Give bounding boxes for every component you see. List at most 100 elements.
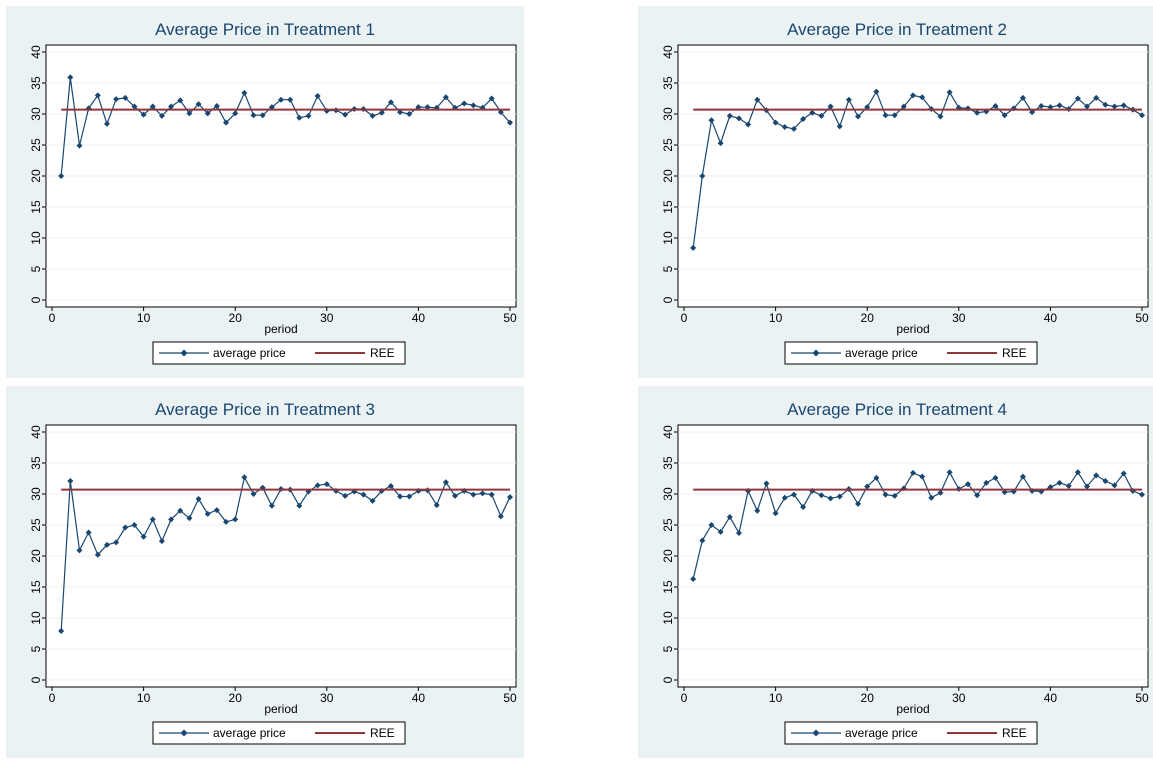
average-price-point: [919, 94, 926, 101]
average-price-point: [287, 96, 294, 103]
average-price-point: [937, 489, 944, 496]
average-price-point: [699, 173, 706, 179]
x-tick-label: 40: [1044, 691, 1058, 705]
average-price-point: [974, 109, 981, 116]
chart-title: Average Price in Treatment 4: [787, 400, 1007, 419]
average-price-point: [76, 142, 83, 149]
average-price-point: [1019, 94, 1026, 101]
average-price-point: [488, 95, 495, 102]
average-price-point: [177, 507, 184, 514]
y-tick-label: 20: [661, 169, 675, 183]
y-tick-label: 5: [661, 265, 675, 272]
average-price-point: [1111, 103, 1118, 110]
x-tick-label: 10: [769, 311, 783, 325]
average-price-point: [827, 103, 834, 110]
y-tick-label: 25: [661, 518, 675, 532]
average-price-point: [195, 495, 202, 502]
legend-ree-label: REE: [370, 726, 395, 740]
average-price-point: [1084, 103, 1091, 110]
y-tick-label: 15: [661, 580, 675, 594]
average-price-point: [369, 112, 376, 119]
average-price-point: [149, 103, 156, 110]
average-price-point: [1074, 469, 1081, 476]
average-price-point: [122, 94, 129, 101]
average-price-point: [397, 493, 404, 500]
y-tick-label: 10: [661, 231, 675, 245]
legend-average-price-marker: [812, 729, 820, 737]
average-price-point: [442, 479, 449, 486]
average-price-point: [67, 477, 74, 484]
average-price-point: [983, 479, 990, 486]
x-axis-title: period: [896, 702, 929, 716]
average-price-point: [323, 481, 330, 488]
y-tick-label: 0: [661, 296, 675, 303]
average-price-point: [818, 492, 825, 499]
average-price-point: [378, 487, 385, 494]
chart-svg: Average Price in Treatment 3 0 5 10 15 20 25 30…: [29, 400, 517, 745]
average-price-point: [131, 522, 138, 528]
average-price-point: [1010, 488, 1017, 495]
x-tick-label: 20: [861, 311, 875, 325]
average-price-point: [85, 529, 92, 536]
average-price-point: [1038, 102, 1045, 109]
average-price-point: [1120, 470, 1127, 477]
x-tick-label: 30: [952, 311, 966, 325]
average-price-point: [58, 628, 65, 635]
x-tick-label: 20: [861, 691, 875, 705]
average-price-point: [488, 491, 495, 498]
average-price-point: [168, 516, 175, 523]
average-price-point: [818, 112, 825, 119]
y-tick-label: 10: [29, 231, 43, 245]
average-price-point: [259, 112, 266, 119]
average-price-point: [964, 481, 971, 488]
average-price-point: [332, 487, 339, 494]
average-price-point: [845, 96, 852, 103]
average-price-point: [296, 114, 303, 121]
average-price-point: [1001, 112, 1008, 119]
average-price-point: [754, 507, 761, 514]
average-price-point: [900, 103, 907, 110]
average-price-point: [946, 469, 953, 476]
average-price-point: [470, 102, 477, 109]
x-tick-label: 30: [320, 691, 334, 705]
average-price-point: [1093, 94, 1100, 101]
average-price-point: [726, 513, 733, 520]
average-price-point: [461, 487, 468, 494]
y-tick-label: 35: [661, 456, 675, 470]
average-price-point: [378, 109, 385, 116]
average-price-point: [946, 89, 953, 96]
average-price-point: [910, 469, 916, 476]
average-price-point: [186, 110, 193, 117]
chart-panel-4: Average Price in Treatment 4 0 5 10 15 20 25 30…: [638, 386, 1153, 758]
average-price-point: [1065, 482, 1072, 489]
average-price-point: [1074, 95, 1081, 102]
average-price-point: [745, 121, 752, 128]
average-price-point: [781, 124, 788, 131]
average-price-point: [103, 120, 110, 127]
average-price-point: [406, 493, 413, 500]
average-price-point: [497, 513, 504, 520]
y-tick-label: 35: [29, 76, 43, 90]
average-price-point: [873, 474, 880, 481]
average-price-point: [158, 538, 165, 545]
average-price-point: [507, 494, 513, 501]
chart-svg: Average Price in Treatment 4 0 5 10 15 20 25 30…: [661, 400, 1149, 745]
average-price-point: [717, 528, 724, 535]
x-axis-title: period: [896, 322, 929, 336]
average-price-point: [470, 491, 477, 498]
average-price-point: [507, 119, 513, 126]
average-price-point: [790, 125, 797, 132]
average-price-point: [351, 488, 358, 495]
y-tick-label: 5: [661, 645, 675, 652]
y-tick-label: 40: [661, 425, 675, 439]
x-tick-label: 30: [320, 311, 334, 325]
x-tick-label: 30: [952, 691, 966, 705]
y-tick-label: 25: [29, 138, 43, 152]
average-price-point: [461, 100, 468, 107]
average-price-point: [268, 502, 275, 509]
chart-title: Average Price in Treatment 2: [787, 20, 1007, 39]
average-price-point: [910, 92, 916, 99]
average-price-point: [800, 115, 807, 122]
x-tick-label: 0: [49, 311, 56, 325]
average-price-point: [708, 522, 715, 528]
